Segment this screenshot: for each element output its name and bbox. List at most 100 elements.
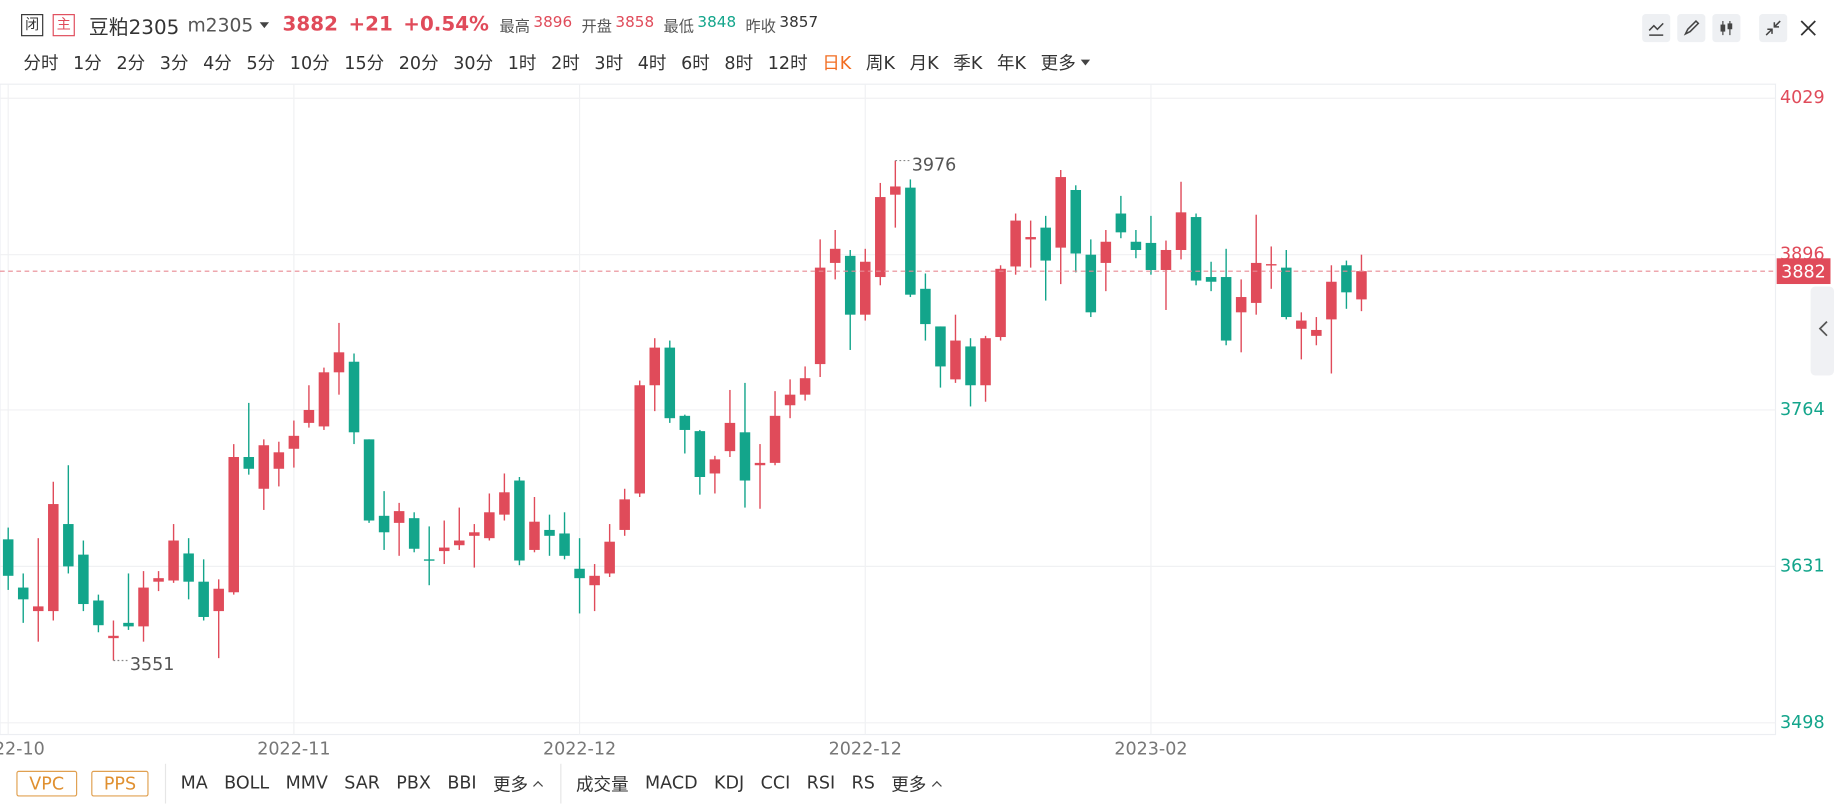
timeframe-button[interactable]: 2时	[551, 52, 580, 74]
timeframe-button[interactable]: 6时	[681, 52, 710, 74]
candle-body	[438, 547, 450, 552]
timeframe-button[interactable]: 12时	[767, 52, 808, 74]
candle-body	[213, 588, 224, 612]
timeframe-button[interactable]: 8时	[724, 52, 754, 74]
indicator-button[interactable]: 更多	[891, 771, 942, 796]
draw-button[interactable]	[1677, 14, 1706, 43]
timeframe-button[interactable]: 15分	[344, 52, 385, 74]
indicator-button[interactable]: BOLL	[224, 771, 270, 793]
caret	[1081, 59, 1091, 65]
candle-body	[784, 394, 796, 406]
y-tick-label: 3764	[1780, 400, 1825, 420]
candle-body	[183, 553, 194, 582]
candle-body	[363, 439, 375, 521]
header: 闭 主 豆粕2305 m2305 3882 +21 +0.54% 最高 3896 开…	[21, 9, 827, 39]
candle-body	[93, 600, 104, 626]
indicator-button[interactable]: 成交量	[576, 773, 629, 795]
candle-body	[1326, 281, 1337, 320]
y-tick-label: 3498	[1780, 713, 1825, 733]
indicator-button[interactable]: KDJ	[714, 771, 745, 793]
timeframe-button[interactable]: 1分	[73, 52, 102, 74]
candle-body	[1130, 241, 1142, 250]
y-tick-label: 4029	[1780, 88, 1825, 108]
timeframe-button[interactable]: 周K	[865, 52, 895, 74]
candle-body	[153, 578, 164, 582]
chart-type-button[interactable]	[1712, 14, 1741, 43]
indicator-button[interactable]: MA	[180, 771, 208, 793]
change: +21	[348, 12, 393, 37]
price: 3882	[282, 12, 338, 37]
indicator-button[interactable]: BBI	[447, 771, 477, 793]
timeframe-button[interactable]: 3分	[159, 52, 189, 74]
candle-body	[258, 445, 270, 489]
candle-body	[348, 361, 360, 433]
indicator-button[interactable]	[1642, 14, 1671, 43]
indicator-button[interactable]: 更多	[493, 771, 544, 796]
timeframe-button[interactable]: 10分	[289, 52, 330, 74]
extreme-label: 3976	[912, 155, 957, 175]
indicator-bar: VPC PPS MA BOLL MMV SAR PBX BBI 更多 成交量 MACD KDJ CC…	[16, 763, 956, 804]
candle-body	[1100, 241, 1112, 263]
candle-body	[228, 457, 239, 593]
x-tick-label: 2022-11	[257, 740, 330, 760]
candle-body	[829, 248, 841, 263]
shrink-button[interactable]	[1759, 14, 1788, 43]
indicator-button[interactable]: RS	[851, 771, 875, 793]
stat-value: 3858	[615, 13, 655, 31]
timeframe-button[interactable]: 30分	[453, 52, 494, 74]
candle-body	[1085, 254, 1097, 313]
candle-body	[408, 518, 420, 549]
candle-body	[1311, 329, 1322, 336]
main-indicator[interactable]: VPC	[16, 770, 77, 797]
timeframe-button[interactable]: 更多	[1040, 52, 1076, 74]
candle-body	[454, 540, 465, 546]
candle-body	[529, 521, 540, 550]
candle-body	[469, 532, 480, 536]
timeframe-button[interactable]: 年K	[996, 52, 1027, 74]
caret	[533, 780, 544, 791]
candle-body	[544, 529, 555, 536]
main-indicator[interactable]: PPS	[90, 770, 150, 797]
timeframe-button[interactable]: 分时	[23, 52, 59, 74]
indicator-button[interactable]: MACD	[645, 771, 698, 793]
candle-body	[649, 347, 661, 386]
timeframe-button[interactable]: 日K	[822, 52, 852, 74]
x-tick-label: 2022-12	[543, 740, 616, 760]
main-indicators: VPC PPS	[16, 770, 163, 797]
candle-body	[1205, 277, 1217, 282]
candle-body	[63, 524, 74, 567]
timeframe-button[interactable]: 月K	[909, 52, 939, 74]
candle-body	[168, 540, 179, 581]
candle-body	[1160, 249, 1172, 270]
timeframe-bar: 分时 1分 2分 3分 4分 5分 10分 15分 20分 30分 1时 2时 3时 4时 6时 8时 12时日…	[23, 49, 1091, 75]
candle-body	[799, 378, 811, 395]
timeframe-button[interactable]: 4时	[637, 52, 667, 74]
timeframe-button[interactable]: 3时	[594, 52, 624, 74]
timeframe-button[interactable]: 20分	[398, 52, 439, 74]
candle-body	[859, 261, 871, 315]
stat-label: 最高	[499, 18, 530, 36]
contract-name: 豆粕2305	[88, 15, 180, 40]
candle-body	[32, 606, 44, 612]
timeframe-button[interactable]: 4分	[203, 52, 232, 74]
candle-body	[589, 575, 600, 586]
indicator-button[interactable]: CCI	[760, 771, 791, 793]
indicator-button[interactable]: PBX	[396, 771, 431, 793]
candle-body	[198, 581, 209, 617]
candle-body	[1010, 220, 1021, 267]
timeframe-button[interactable]: 季K	[953, 52, 983, 74]
caret	[259, 21, 269, 28]
candle-body	[814, 267, 826, 365]
indicator-button[interactable]: RSI	[806, 771, 836, 793]
timeframe-button[interactable]: 2分	[116, 52, 146, 74]
indicator-button[interactable]: SAR	[344, 771, 380, 793]
candle-body	[1265, 264, 1277, 266]
contract-code[interactable]: m2305	[187, 13, 254, 36]
candle-body	[423, 559, 435, 561]
close-button[interactable]	[1794, 14, 1822, 42]
candle-body	[1281, 267, 1292, 318]
timeframe-button[interactable]: 1时	[507, 52, 537, 74]
timeframe-button[interactable]: 5分	[246, 52, 276, 74]
indicator-button[interactable]: MMV	[285, 771, 328, 793]
x-tick-label: 2022-10	[0, 740, 45, 760]
